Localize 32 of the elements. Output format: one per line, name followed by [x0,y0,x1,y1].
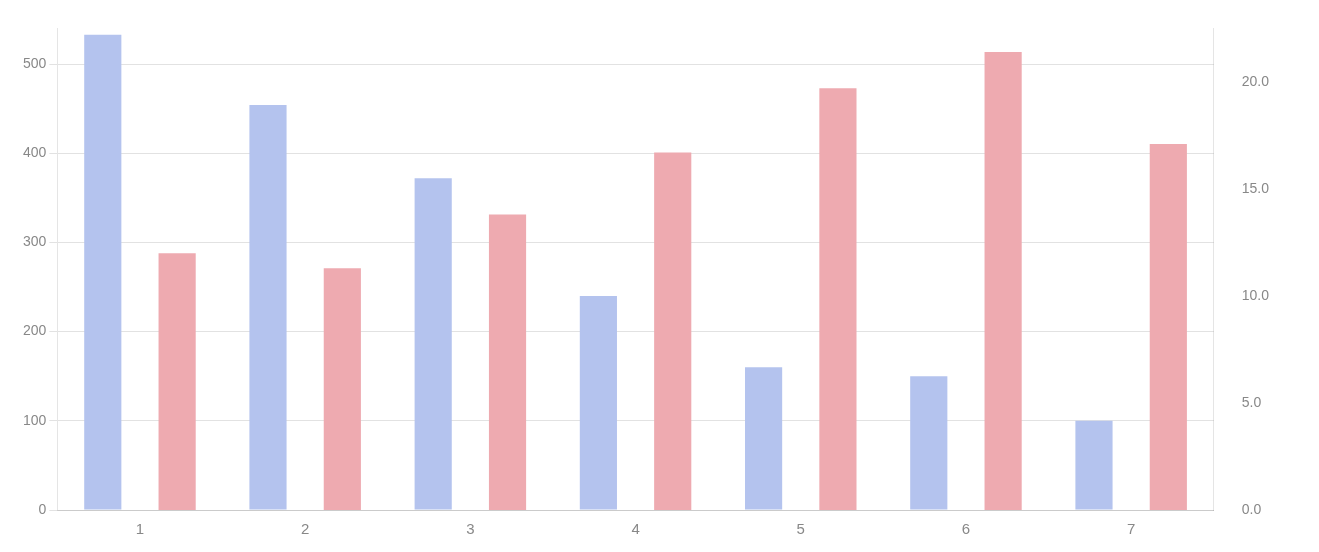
bar [654,152,692,510]
bar [819,88,857,510]
x-tick-label: 5 [796,520,805,538]
bar [323,268,361,510]
bar [579,295,617,510]
y2-tick-label: 5.0 [1241,393,1262,410]
y-tick-label: 300 [23,233,47,250]
y2-tick-label: 20.0 [1241,72,1270,89]
x-tick-label: 1 [135,520,145,538]
bar [249,105,287,510]
x-tick-label: 3 [466,520,475,538]
x-tick-label: 4 [631,520,640,538]
y2-tick-label: 10.0 [1241,286,1270,303]
x-tick-label: 7 [1126,520,1136,538]
y-tick-label: 100 [23,411,47,428]
bar [910,376,948,510]
y2-tick-label: 15.0 [1241,179,1270,196]
bar [1075,420,1113,510]
y-tick-label: 0 [38,500,47,517]
y-tick-label: 400 [23,144,47,161]
bar [984,51,1022,510]
bar [84,34,122,510]
x-tick-label: 2 [300,520,310,538]
bar [1149,143,1187,510]
y-tick-label: 200 [23,322,47,339]
bar [745,367,783,510]
bar [488,214,527,510]
bar [158,253,196,510]
y-tick-label: 500 [23,54,47,71]
x-tick-label: 6 [961,520,971,538]
bar [414,178,452,510]
y2-tick-label: 0.0 [1241,500,1262,517]
